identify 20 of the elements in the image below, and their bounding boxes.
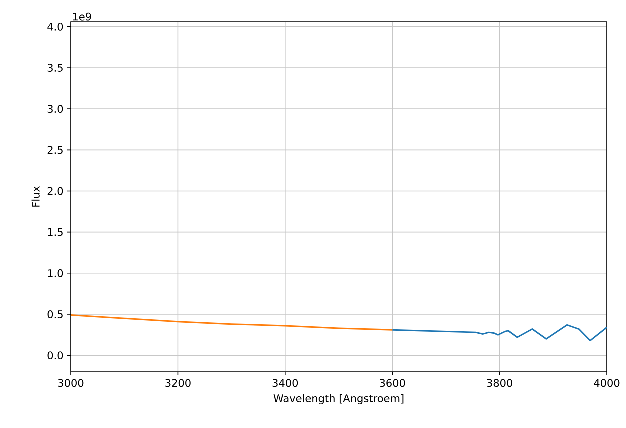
y-tick-label: 0.0 xyxy=(48,352,64,360)
y-tick-label: 1.5 xyxy=(48,228,63,236)
y-tick-label: 1.0 xyxy=(48,269,64,278)
x-tick-label: 3000 xyxy=(58,379,84,388)
y-tick-label: 3.5 xyxy=(48,64,63,72)
x-tick-label: 4000 xyxy=(594,379,620,388)
text: 1e9 xyxy=(73,12,92,21)
y-tick-label: 4.0 xyxy=(48,22,64,31)
x-tick-label: 3400 xyxy=(272,379,298,388)
y-tick-label: 2.0 xyxy=(48,187,64,196)
y-tick-label: 0.5 xyxy=(48,310,63,318)
y-tick-label: 3.0 xyxy=(48,105,64,114)
x-axis-title: Wavelength [Angstroem] xyxy=(274,394,404,405)
line-series xyxy=(392,324,608,342)
line-series xyxy=(70,314,394,331)
y-tick-label: 2.5 xyxy=(48,146,63,154)
x-tick-label: 3200 xyxy=(166,379,191,388)
x-tick-label: 3600 xyxy=(380,379,406,388)
y-axis-title: Flux xyxy=(32,186,40,207)
x-tick-label: 3800 xyxy=(487,379,512,388)
